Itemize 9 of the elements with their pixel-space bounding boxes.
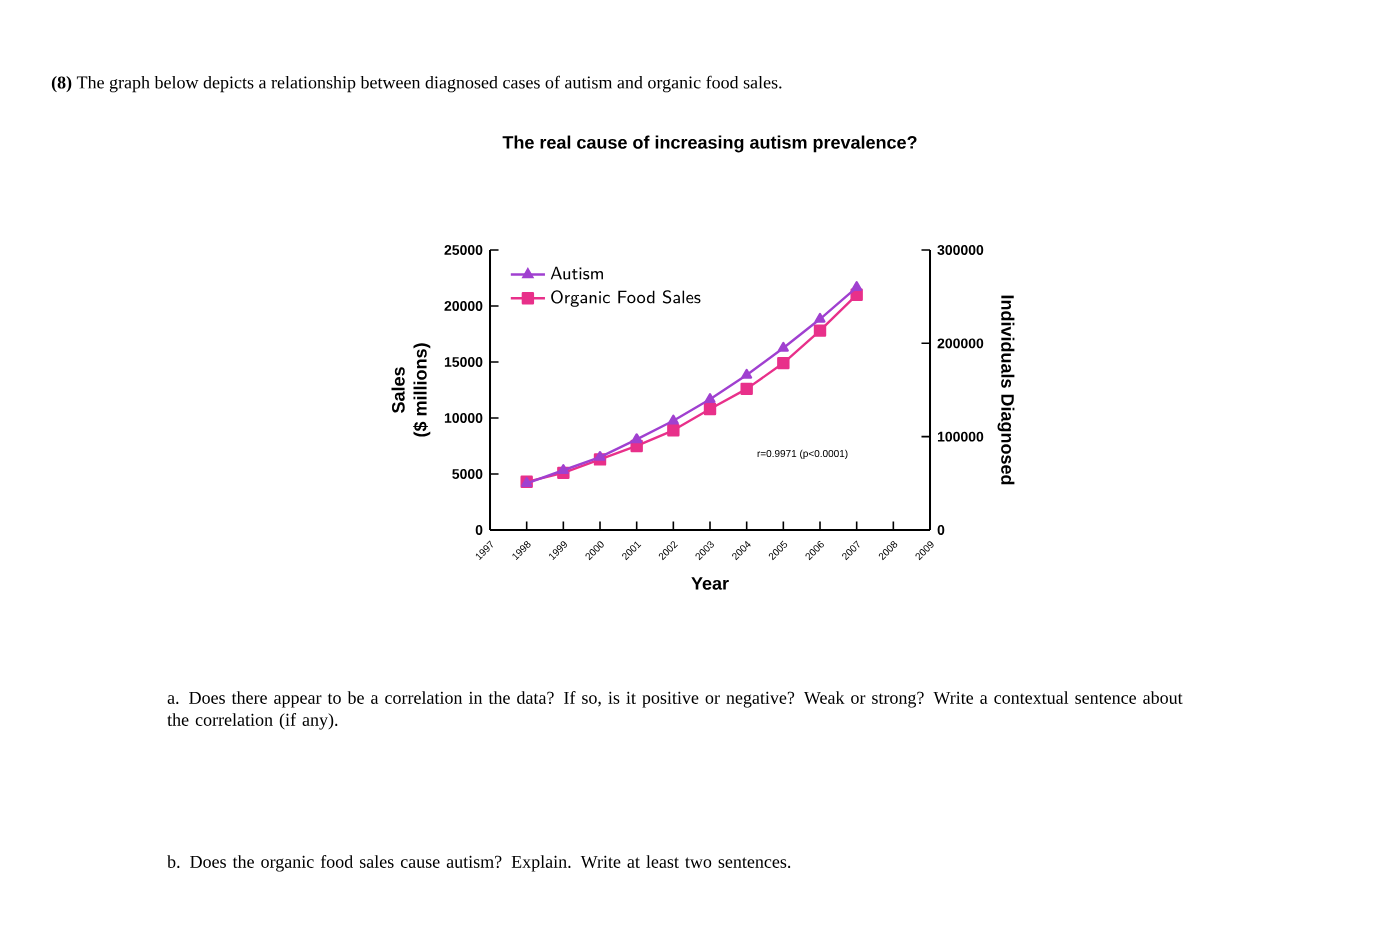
legend-label: Organic Food Sales: [551, 290, 701, 307]
chart-title: The real cause of increasing autism prevalence?: [502, 135, 917, 153]
legend-label: Autism: [550, 266, 603, 280]
text: a. Does there appear to be a correlation in the data? If so, is it positive or negative? Weak or strong? Write a contextual sentence about the correlation (if any).: [167, 691, 1183, 730]
y2-axis-title: Individuals Diagnosed: [997, 295, 1015, 485]
text: b. Does the organic food sales cause autism? Explain. Write at least two sentences.: [167, 855, 791, 872]
y-axis-title: Sales ($ millions): [391, 343, 431, 437]
x-axis-title: Year: [691, 577, 729, 590]
text: (8) The graph below depicts a relationship between diagnosed cases of autism and organic food sales.: [51, 75, 782, 93]
